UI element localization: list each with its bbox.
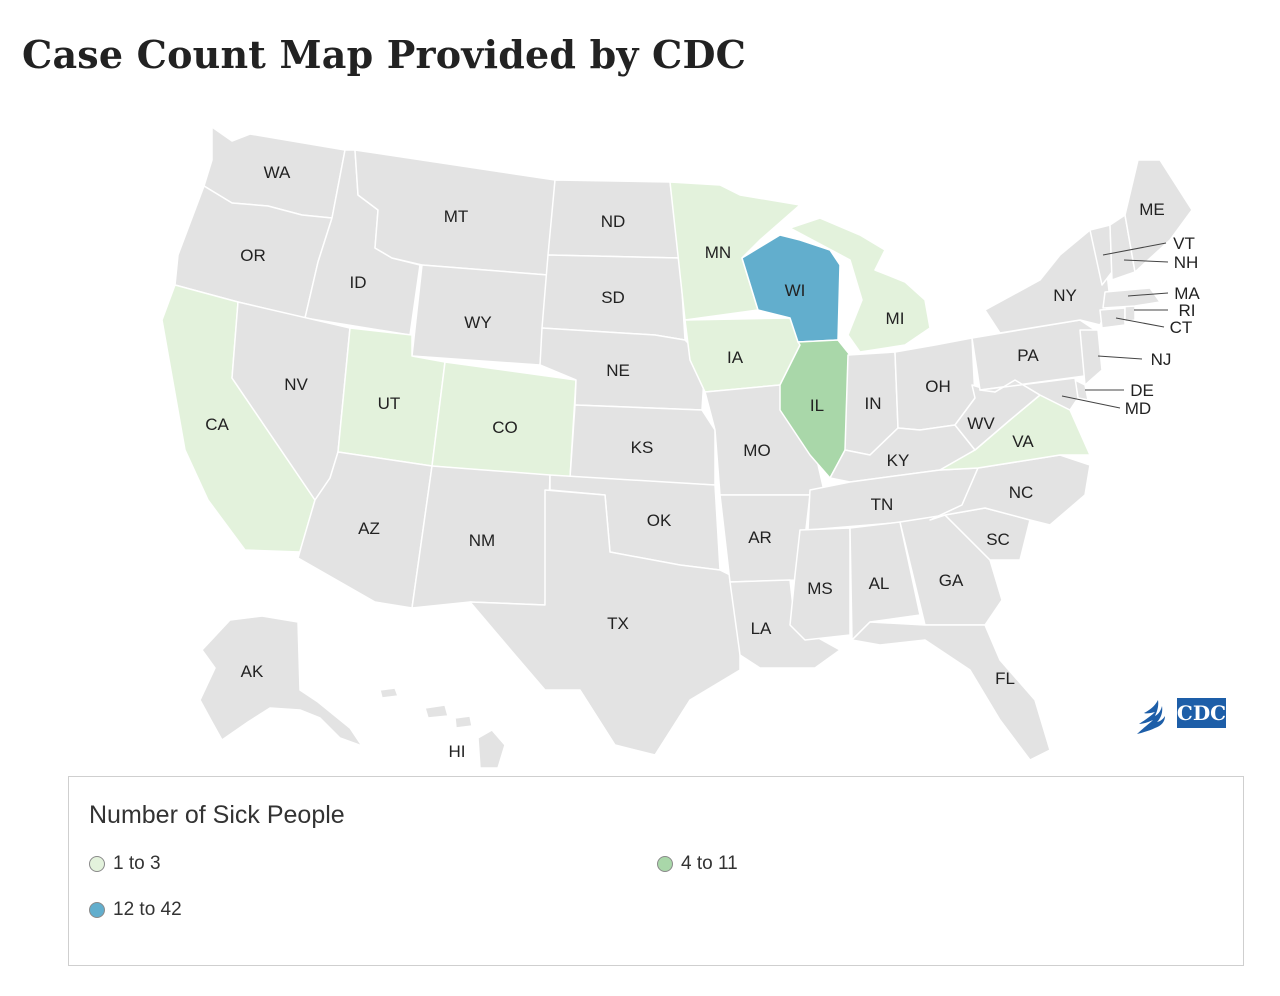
state-label-ct: CT [1170,318,1193,337]
leader-line-nh [1123,259,1169,263]
leader-line-nj [1097,355,1143,360]
cdc-logo-text: CDC [1177,701,1226,725]
state-label-wi: WI [785,281,806,300]
state-label-ny: NY [1053,286,1077,305]
state-label-sc: SC [986,530,1010,549]
state-label-ri: RI [1179,301,1196,320]
state-nj[interactable] [1079,329,1103,386]
legend-panel: Number of Sick People 1 to 3 4 to 11 12 … [68,776,1244,966]
state-label-ar: AR [748,528,772,547]
state-me[interactable] [1124,159,1193,273]
state-label-vt: VT [1173,234,1195,253]
state-label-in: IN [865,394,882,413]
state-label-nd: ND [601,212,626,231]
state-label-hi: HI [449,742,466,761]
label-leader-lines [1061,242,1169,409]
state-label-fl: FL [995,669,1015,688]
state-label-id: ID [350,273,367,292]
state-label-tn: TN [871,495,894,514]
state-tx[interactable] [469,489,741,756]
state-label-az: AZ [358,519,380,538]
state-label-ma: MA [1174,284,1200,303]
state-label-la: LA [751,619,772,638]
state-mi[interactable] [789,217,931,353]
state-label-ks: KS [631,438,654,457]
state-label-ak: AK [241,662,264,681]
state-label-mi: MI [886,309,905,328]
state-label-ia: IA [727,348,744,367]
state-ks[interactable] [569,404,716,486]
state-il[interactable] [779,339,851,479]
leader-line-vt [1102,242,1167,256]
legend-item-low: 1 to 3 [89,853,161,875]
legend-swatch-low [89,856,105,872]
cdc-logo: CDC [1133,694,1228,738]
legend-label-mid: 4 to 11 [681,853,738,874]
legend-label-high: 12 to 42 [113,899,182,920]
states-layer [161,126,1193,769]
leader-line-ct [1115,317,1165,328]
state-label-wa: WA [264,163,291,182]
state-hi[interactable] [379,687,506,769]
state-mn[interactable] [669,181,801,321]
state-label-sd: SD [601,288,625,307]
state-label-ms: MS [807,579,833,598]
legend-item-mid: 4 to 11 [657,853,738,875]
state-label-de: DE [1130,381,1154,400]
state-label-wy: WY [464,313,491,332]
state-label-nc: NC [1009,483,1034,502]
us-case-count-map: WA OR CA ID NV MT WY UT CO AZ NM ND SD NE KS OK TX MN IA MO… [161,126,1200,769]
leader-line-md [1061,395,1121,409]
state-label-mt: MT [444,207,469,226]
state-label-va: VA [1012,432,1034,451]
page-title: Case Count Map Provided by CDC [22,32,747,77]
state-labels-layer: WA OR CA ID NV MT WY UT CO AZ NM ND SD NE KS OK TX MN IA MO… [205,163,1200,761]
state-fl[interactable] [851,621,1051,761]
state-label-nm: NM [469,531,495,550]
state-label-tx: TX [607,614,629,633]
state-al[interactable] [849,521,921,641]
state-ak[interactable] [199,615,363,747]
legend-item-high: 12 to 42 [89,899,182,921]
state-label-ne: NE [606,361,630,380]
state-ct[interactable] [1099,307,1126,329]
state-label-oh: OH [925,377,951,396]
state-label-co: CO [492,418,518,437]
hhs-eagle-icon [1137,700,1165,734]
state-ny[interactable] [984,229,1111,334]
state-label-ga: GA [939,571,964,590]
state-label-ok: OK [647,511,672,530]
state-wi[interactable] [741,234,841,343]
state-label-il: IL [810,396,824,415]
state-label-mn: MN [705,243,731,262]
state-label-nh: NH [1174,253,1199,272]
state-la[interactable] [729,579,841,669]
state-md[interactable] [979,377,1079,411]
state-label-ky: KY [887,451,910,470]
state-label-nv: NV [284,375,308,394]
legend-swatch-mid [657,856,673,872]
state-label-pa: PA [1017,346,1039,365]
state-label-al: AL [869,574,890,593]
state-label-nj: NJ [1151,350,1172,369]
legend-swatch-high [89,902,105,918]
state-label-wv: WV [967,414,995,433]
state-label-md: MD [1125,399,1151,418]
state-label-mo: MO [743,441,770,460]
state-label-ut: UT [378,394,401,413]
legend-label-low: 1 to 3 [113,853,161,874]
state-label-or: OR [240,246,266,265]
state-ma[interactable] [1102,287,1161,309]
leader-line-ma [1127,292,1169,297]
state-label-me: ME [1139,200,1165,219]
legend-title: Number of Sick People [89,801,345,829]
state-label-ca: CA [205,415,229,434]
